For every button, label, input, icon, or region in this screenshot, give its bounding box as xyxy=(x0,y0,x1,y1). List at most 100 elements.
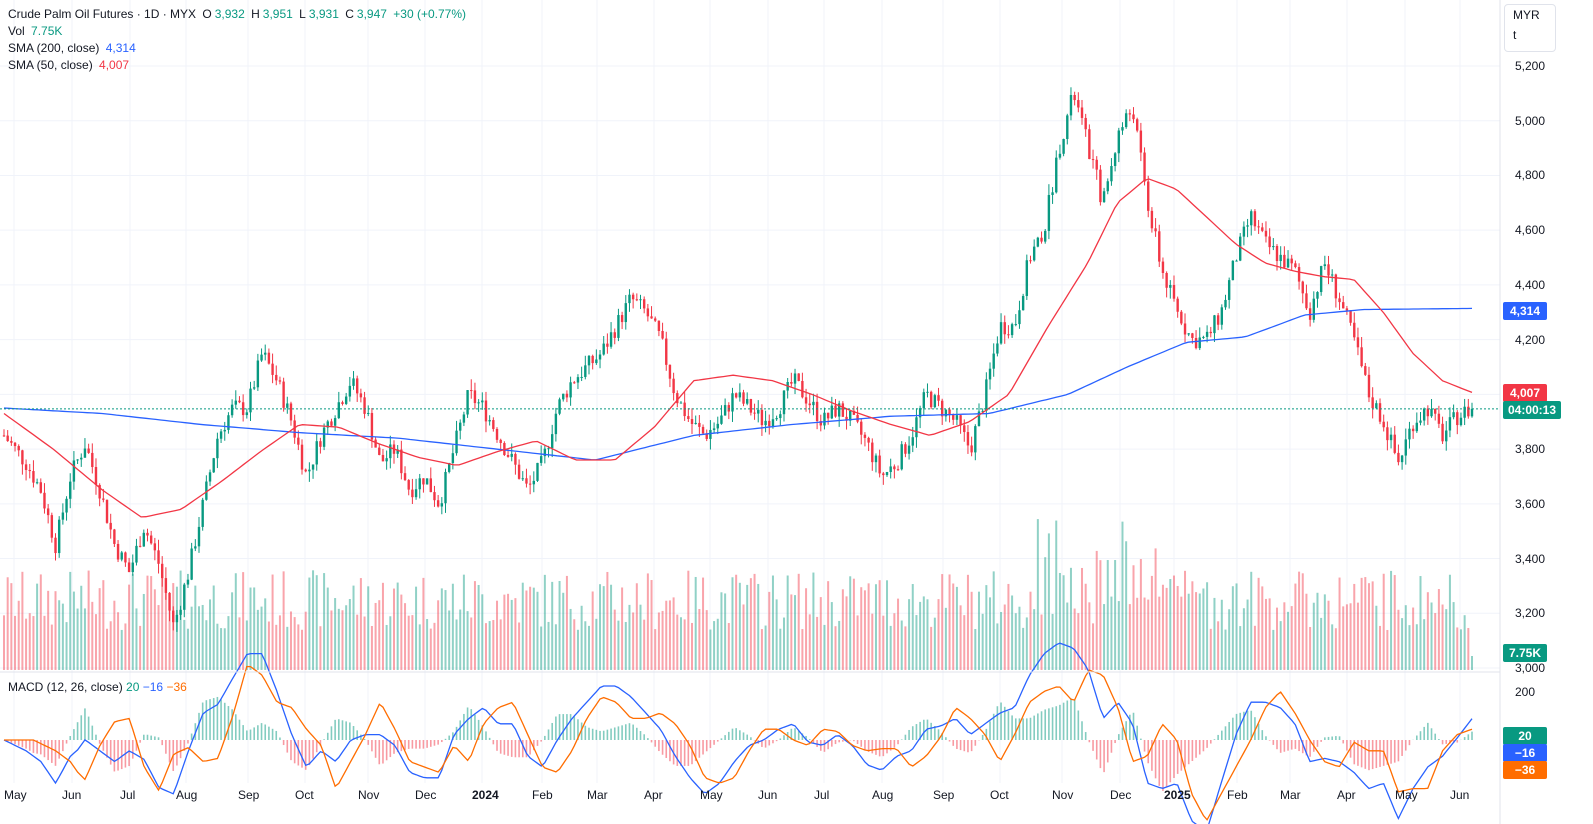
sma50-label: SMA (50, close) xyxy=(8,58,93,72)
candle xyxy=(680,401,682,404)
volume-bar xyxy=(754,574,756,670)
time-tick: Jul xyxy=(814,788,829,802)
volume-bar xyxy=(816,617,818,670)
macd-hist-bar xyxy=(629,723,631,740)
macd-hist-bar xyxy=(555,717,557,740)
volume-bar xyxy=(294,617,296,670)
candle xyxy=(109,514,111,539)
candle xyxy=(831,397,833,419)
macd-hist-bar xyxy=(699,740,701,758)
macd-hist-bar xyxy=(228,706,230,740)
macd-hist-bar xyxy=(386,740,388,760)
macd-hist-bar xyxy=(625,724,627,740)
macd-hist-bar xyxy=(434,740,436,746)
volume-bar xyxy=(1236,583,1238,670)
volume-legend[interactable]: Vol 7.75K xyxy=(8,23,65,39)
macd-hist-bar xyxy=(1022,718,1024,740)
volume-bar xyxy=(110,621,112,670)
volume-bar xyxy=(55,591,57,670)
candle xyxy=(1121,122,1123,135)
macd-hist-bar xyxy=(426,740,428,748)
volume-bar xyxy=(1202,588,1204,670)
macd-hist-bar xyxy=(1107,740,1109,762)
macd-hist-bar xyxy=(1273,740,1275,745)
candle xyxy=(1294,261,1296,269)
macd-hist-bar xyxy=(651,740,653,742)
volume-bar xyxy=(853,579,855,670)
volume-bar xyxy=(625,622,627,670)
candle xyxy=(1125,109,1127,129)
volume-bar xyxy=(846,596,848,670)
volume-bar xyxy=(978,592,980,670)
candle xyxy=(945,409,947,421)
volume-bar xyxy=(378,600,380,670)
macd-hist-bar xyxy=(592,729,594,740)
macd-hist-bar xyxy=(80,715,82,740)
candle xyxy=(901,441,903,470)
macd-hist-bar xyxy=(1096,740,1098,759)
volume-bar xyxy=(1316,593,1318,670)
volume-bar xyxy=(246,620,248,670)
macd-hist-bar xyxy=(206,700,208,740)
volume-bar xyxy=(220,628,222,670)
sma50-legend[interactable]: SMA (50, close) 4,007 xyxy=(8,57,132,73)
volume-bar xyxy=(971,592,973,670)
volume-bar xyxy=(698,609,700,670)
price-chart[interactable] xyxy=(0,0,1593,824)
volume-bar xyxy=(1258,578,1260,670)
candle xyxy=(444,469,446,513)
candle xyxy=(62,503,64,524)
volume-bar xyxy=(231,592,233,670)
candle xyxy=(617,309,619,341)
candle xyxy=(1228,278,1230,309)
macd-hist-bar xyxy=(1394,740,1396,763)
candle xyxy=(488,415,490,425)
macd-hist-bar xyxy=(743,732,745,740)
macd-hist-bar xyxy=(746,735,748,740)
candle xyxy=(577,374,579,389)
macd-hist-bar xyxy=(923,720,925,740)
candle xyxy=(591,355,593,370)
macd-hist-bar xyxy=(191,734,193,740)
macd-hist-bar xyxy=(1140,739,1142,740)
volume-bar xyxy=(860,587,862,670)
volume-bar xyxy=(1375,606,1377,670)
candle xyxy=(157,540,159,574)
candle xyxy=(1202,336,1204,339)
volume-bar xyxy=(1081,568,1083,670)
macd-hist-bar xyxy=(290,740,292,760)
sma200-legend[interactable]: SMA (200, close) 4,314 xyxy=(8,40,139,56)
candle xyxy=(926,383,928,397)
currency-selector[interactable]: MYR t xyxy=(1504,4,1556,52)
candle xyxy=(132,554,134,575)
symbol-title[interactable]: Crude Palm Oil Futures · 1D · MYX xyxy=(8,7,196,21)
candle xyxy=(1349,310,1351,326)
candle xyxy=(533,471,535,492)
macd-hist-bar xyxy=(908,730,910,740)
macd-hist-bar xyxy=(562,714,564,740)
macd-hist-bar xyxy=(132,740,134,759)
candle xyxy=(1158,225,1160,267)
candle xyxy=(691,408,693,434)
macd-hist-bar xyxy=(1195,740,1197,758)
candle xyxy=(764,411,766,433)
volume-bar xyxy=(1033,609,1035,670)
candle xyxy=(1279,246,1281,269)
volume-bar xyxy=(99,588,101,670)
macd-hist-bar xyxy=(717,740,719,742)
macd-legend[interactable]: MACD (12, 26, close) 20 −16 −36 xyxy=(8,680,187,694)
macd-hist-bar xyxy=(224,703,226,740)
volume-bar xyxy=(776,599,778,670)
macd-hist-bar xyxy=(309,740,311,765)
candle xyxy=(573,381,575,384)
volume-bar xyxy=(783,618,785,670)
candle xyxy=(558,398,560,416)
volume-bar xyxy=(1052,614,1054,670)
macd-hist-bar xyxy=(1085,732,1087,740)
volume-bar xyxy=(143,594,145,670)
macd-hist-bar xyxy=(971,740,973,751)
volume-bar xyxy=(456,619,458,670)
volume-bar xyxy=(216,624,218,670)
candle xyxy=(1313,291,1315,322)
price-tick: 4,600 xyxy=(1515,223,1545,237)
